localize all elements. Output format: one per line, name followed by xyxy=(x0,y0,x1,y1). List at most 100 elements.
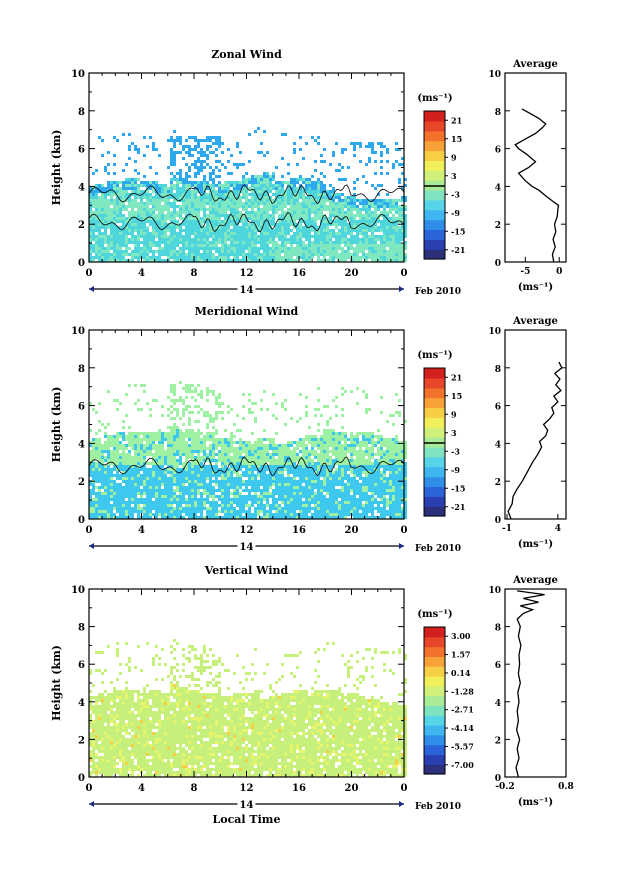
average-frame xyxy=(504,588,567,778)
x-tick-label: 12 xyxy=(240,783,254,794)
colorbar-segment xyxy=(424,695,445,706)
average-x-tick-label: 0.8 xyxy=(558,782,574,792)
panel-title: Meridional Wind xyxy=(195,305,299,318)
x-tick-label: 8 xyxy=(191,268,198,279)
colorbar-segment xyxy=(424,666,445,677)
colorbar-segment xyxy=(424,715,445,726)
colorbar-segment xyxy=(424,140,445,152)
colorbar-segment xyxy=(424,476,445,487)
colorbar-segment xyxy=(424,427,445,438)
contour-line xyxy=(88,211,405,233)
y-axis-label: Height (km) xyxy=(50,130,63,206)
colorbar-segment xyxy=(424,209,445,221)
average-frame xyxy=(504,329,567,520)
y-tick-label: 2 xyxy=(78,477,85,488)
y-axis-label: Height (km) xyxy=(50,387,63,463)
colorbar-tick-label: -1.28 xyxy=(451,686,474,696)
average-y-tick-label: 0 xyxy=(495,774,501,784)
day-label-bg xyxy=(237,798,256,810)
colorbar-segment xyxy=(424,170,445,181)
x-tick-label: 20 xyxy=(345,525,359,536)
average-x-tick-label: -5 xyxy=(520,267,530,277)
average-y-tick-label: 2 xyxy=(495,221,501,231)
y-tick-label: 0 xyxy=(78,773,85,784)
colorbar-segment xyxy=(424,744,445,755)
average-y-tick-label: 4 xyxy=(495,440,501,450)
x-tick-label: 0 xyxy=(401,783,408,794)
day-bar-left-arrow xyxy=(89,286,94,292)
x-tick-label: 20 xyxy=(345,783,359,794)
average-y-tick-label: 2 xyxy=(495,736,501,746)
average-x-tick-label: 4 xyxy=(555,524,561,534)
date-label: Feb 2010 xyxy=(415,287,461,297)
x-tick-label: 20 xyxy=(345,268,359,279)
y-tick-label: 8 xyxy=(78,364,85,375)
colorbar-segment xyxy=(424,646,445,657)
colorbar-segment xyxy=(424,111,445,122)
heatmap-cells xyxy=(89,381,407,519)
colorbar: (ms⁻¹) 21 15 9 3 -3 -9 -15 -21 xyxy=(417,93,465,260)
average-profile-line xyxy=(515,590,545,778)
x-tick-label: 16 xyxy=(292,268,306,279)
x-tick-label: 8 xyxy=(191,783,198,794)
colorbar-tick-label: -5.57 xyxy=(451,741,474,751)
colorbar-segment xyxy=(424,387,445,399)
colorbar-tick-label: -21 xyxy=(451,502,465,512)
colorbar-segment xyxy=(424,656,445,667)
y-tick-label: 6 xyxy=(78,402,85,413)
colorbar-tick-label: -7.00 xyxy=(451,760,474,770)
y-tick-label: 4 xyxy=(78,698,85,709)
average-profile-line xyxy=(514,108,560,263)
colorbar-segment xyxy=(424,627,445,638)
y-axis-label: Height (km) xyxy=(50,645,63,721)
day-bar-right-arrow xyxy=(399,801,404,807)
x-tick-label: 12 xyxy=(240,525,254,536)
colorbar-tick-label: -3 xyxy=(451,189,460,199)
day-label: 14 xyxy=(240,800,254,811)
average-y-tick-label: 8 xyxy=(495,624,501,634)
x-tick-label: 0 xyxy=(86,783,93,794)
colorbar: (ms⁻¹) 3.00 1.57 0.14 -1.28 -2.71 -4.14 -5.57 -7… xyxy=(417,609,474,775)
heatmap-cells xyxy=(89,127,407,262)
colorbar-tick-label: -9 xyxy=(451,208,460,218)
y-tick-label: 10 xyxy=(71,585,85,596)
x-tick-label: 4 xyxy=(138,783,145,794)
y-tick-label: 0 xyxy=(78,515,85,526)
colorbar-segment xyxy=(424,219,445,230)
colorbar-segment xyxy=(424,120,445,132)
colorbar-segment xyxy=(424,397,445,409)
colorbar-segment xyxy=(424,368,445,379)
colorbar-tick-label: 21 xyxy=(451,115,462,125)
colorbar-tick-label: 15 xyxy=(451,391,462,401)
day-bar-left-arrow xyxy=(89,543,94,549)
average-y-tick-label: 6 xyxy=(495,403,501,413)
colorbar-segment xyxy=(424,705,445,716)
average-y-tick-label: 8 xyxy=(495,108,501,118)
average-title: Average xyxy=(512,316,558,327)
colorbar-segment xyxy=(424,506,445,517)
colorbar-unit: (ms⁻¹) xyxy=(417,350,452,361)
x-tick-label: 8 xyxy=(191,525,198,536)
x-tick-label: 4 xyxy=(138,268,145,279)
x-tick-label: 0 xyxy=(401,525,408,536)
panel-title: Vertical Wind xyxy=(204,564,289,577)
average-x-tick-label: -1 xyxy=(502,524,512,534)
average-y-tick-label: 10 xyxy=(488,327,501,337)
average-unit: (ms⁻¹) xyxy=(518,539,553,550)
colorbar-tick-label: 3.00 xyxy=(451,631,471,641)
y-tick-label: 10 xyxy=(71,326,85,337)
colorbar-tick-label: -21 xyxy=(451,245,465,255)
colorbar-tick-label: 9 xyxy=(451,152,457,162)
y-tick-label: 4 xyxy=(78,439,85,450)
colorbar-segment xyxy=(424,199,445,211)
average-unit: (ms⁻¹) xyxy=(518,282,553,293)
colorbar-segment xyxy=(424,446,445,458)
date-label: Feb 2010 xyxy=(415,544,461,554)
colorbar-segment xyxy=(424,764,445,775)
x-tick-label: 16 xyxy=(292,525,306,536)
